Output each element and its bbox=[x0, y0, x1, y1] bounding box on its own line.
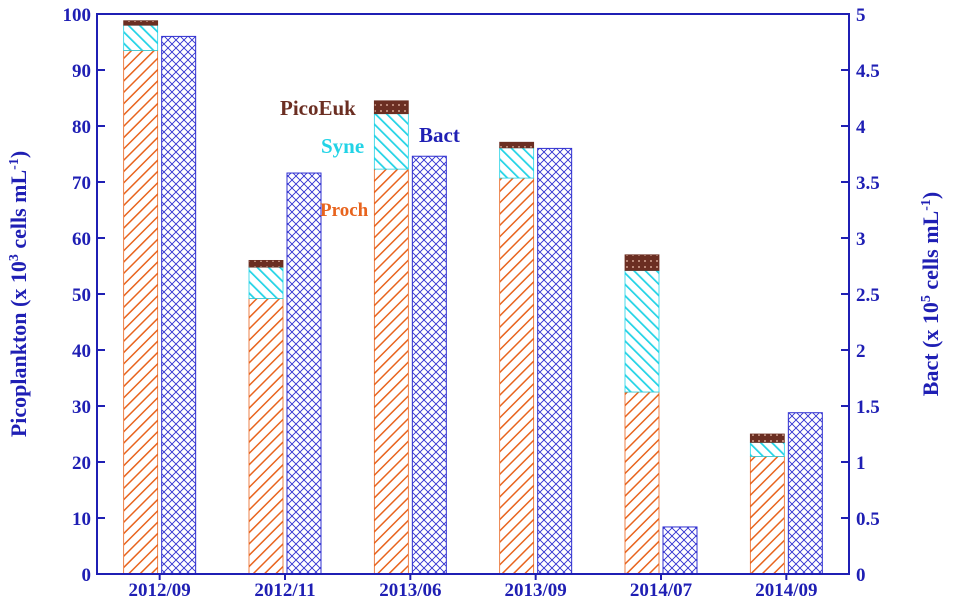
bar-syne-2014-07 bbox=[624, 270, 660, 393]
bar-picoeuk-2014-09 bbox=[749, 433, 785, 443]
bar-bact-2013-06 bbox=[411, 155, 447, 575]
x-tick-label: 2013/09 bbox=[505, 580, 567, 601]
x-tick-label: 2014/09 bbox=[755, 580, 817, 601]
y-left-tick-label: 70 bbox=[72, 173, 91, 194]
bar-syne-2012-09 bbox=[123, 24, 159, 51]
bar-bact-2013-09 bbox=[537, 147, 573, 575]
annotation-bact: Bact bbox=[419, 123, 460, 147]
x-tick-label: 2014/07 bbox=[630, 580, 693, 601]
y-right-tick-label: 3 bbox=[856, 229, 866, 250]
y-right-tick-label: 2 bbox=[856, 341, 866, 362]
bar-proch-2013-06 bbox=[373, 168, 409, 575]
right-axis-title: Bact (x 105 cells mL-1) bbox=[918, 192, 943, 396]
y-right-tick-label: 0.5 bbox=[856, 509, 880, 530]
bar-proch-2012-09 bbox=[123, 50, 159, 575]
y-left-tick-label: 20 bbox=[72, 453, 91, 474]
annotation-syne: Syne bbox=[321, 134, 364, 158]
bar-marks bbox=[123, 20, 823, 575]
y-left-tick-label: 30 bbox=[72, 397, 91, 418]
y-right-tick-label: 2.5 bbox=[856, 285, 880, 306]
y-left-tick-label: 90 bbox=[72, 61, 91, 82]
y-left-tick-label: 60 bbox=[72, 229, 91, 250]
bar-bact-2012-11 bbox=[286, 172, 322, 575]
y-right-tick-label: 4.5 bbox=[856, 61, 880, 82]
right-axis-ticks: 0 0.5 1 1.5 2 2.5 3 3.5 4 4.5 5 bbox=[841, 5, 880, 586]
y-right-tick-label: 4 bbox=[856, 117, 866, 138]
y-right-tick-label: 1.5 bbox=[856, 397, 880, 418]
bar-picoeuk-2013-09 bbox=[499, 141, 535, 149]
annotation-picoeuk: PicoEuk bbox=[280, 96, 356, 120]
y-left-tick-label: 0 bbox=[82, 565, 92, 586]
bar-syne-2012-11 bbox=[248, 266, 284, 299]
bar-syne-2014-09 bbox=[749, 441, 785, 457]
bar-bact-2014-07 bbox=[662, 526, 698, 575]
category-axis: 2012/09 2012/11 2013/06 2013/09 2014/07 2014/… bbox=[129, 574, 817, 601]
x-tick-label: 2013/06 bbox=[379, 580, 441, 601]
bar-syne-2013-09 bbox=[499, 147, 535, 179]
bar-picoeuk-2013-06 bbox=[373, 100, 409, 115]
bar-picoeuk-2012-09 bbox=[123, 20, 159, 26]
bar-picoeuk-2012-11 bbox=[248, 259, 284, 268]
bar-proch-2013-09 bbox=[499, 177, 535, 575]
bar-bact-2012-09 bbox=[161, 35, 197, 575]
bar-proch-2012-11 bbox=[248, 298, 284, 575]
annotation-proch: Proch bbox=[320, 200, 369, 221]
bar-picoeuk-2014-07 bbox=[624, 254, 660, 271]
left-axis-title: Picoplankton (x 103 cells mL-1) bbox=[6, 151, 31, 437]
plot-frame bbox=[96, 13, 850, 575]
y-left-tick-label: 100 bbox=[63, 5, 92, 26]
bar-syne-2013-06 bbox=[373, 113, 409, 170]
y-left-tick-label: 80 bbox=[72, 117, 91, 138]
y-left-tick-label: 10 bbox=[72, 509, 91, 530]
y-right-tick-label: 3.5 bbox=[856, 173, 880, 194]
y-right-tick-label: 5 bbox=[856, 5, 866, 26]
bar-proch-2014-07 bbox=[624, 391, 660, 575]
bar-proch-2014-09 bbox=[749, 455, 785, 575]
x-tick-label: 2012/09 bbox=[129, 580, 191, 601]
y-right-tick-label: 1 bbox=[856, 453, 866, 474]
y-left-tick-label: 40 bbox=[72, 341, 91, 362]
y-left-tick-label: 50 bbox=[72, 285, 91, 306]
left-axis-ticks: 0 10 20 30 40 50 60 70 80 90 100 bbox=[63, 5, 105, 586]
x-tick-label: 2012/11 bbox=[254, 580, 315, 601]
bar-bact-2014-09 bbox=[787, 412, 823, 575]
y-right-tick-label: 0 bbox=[856, 565, 866, 586]
